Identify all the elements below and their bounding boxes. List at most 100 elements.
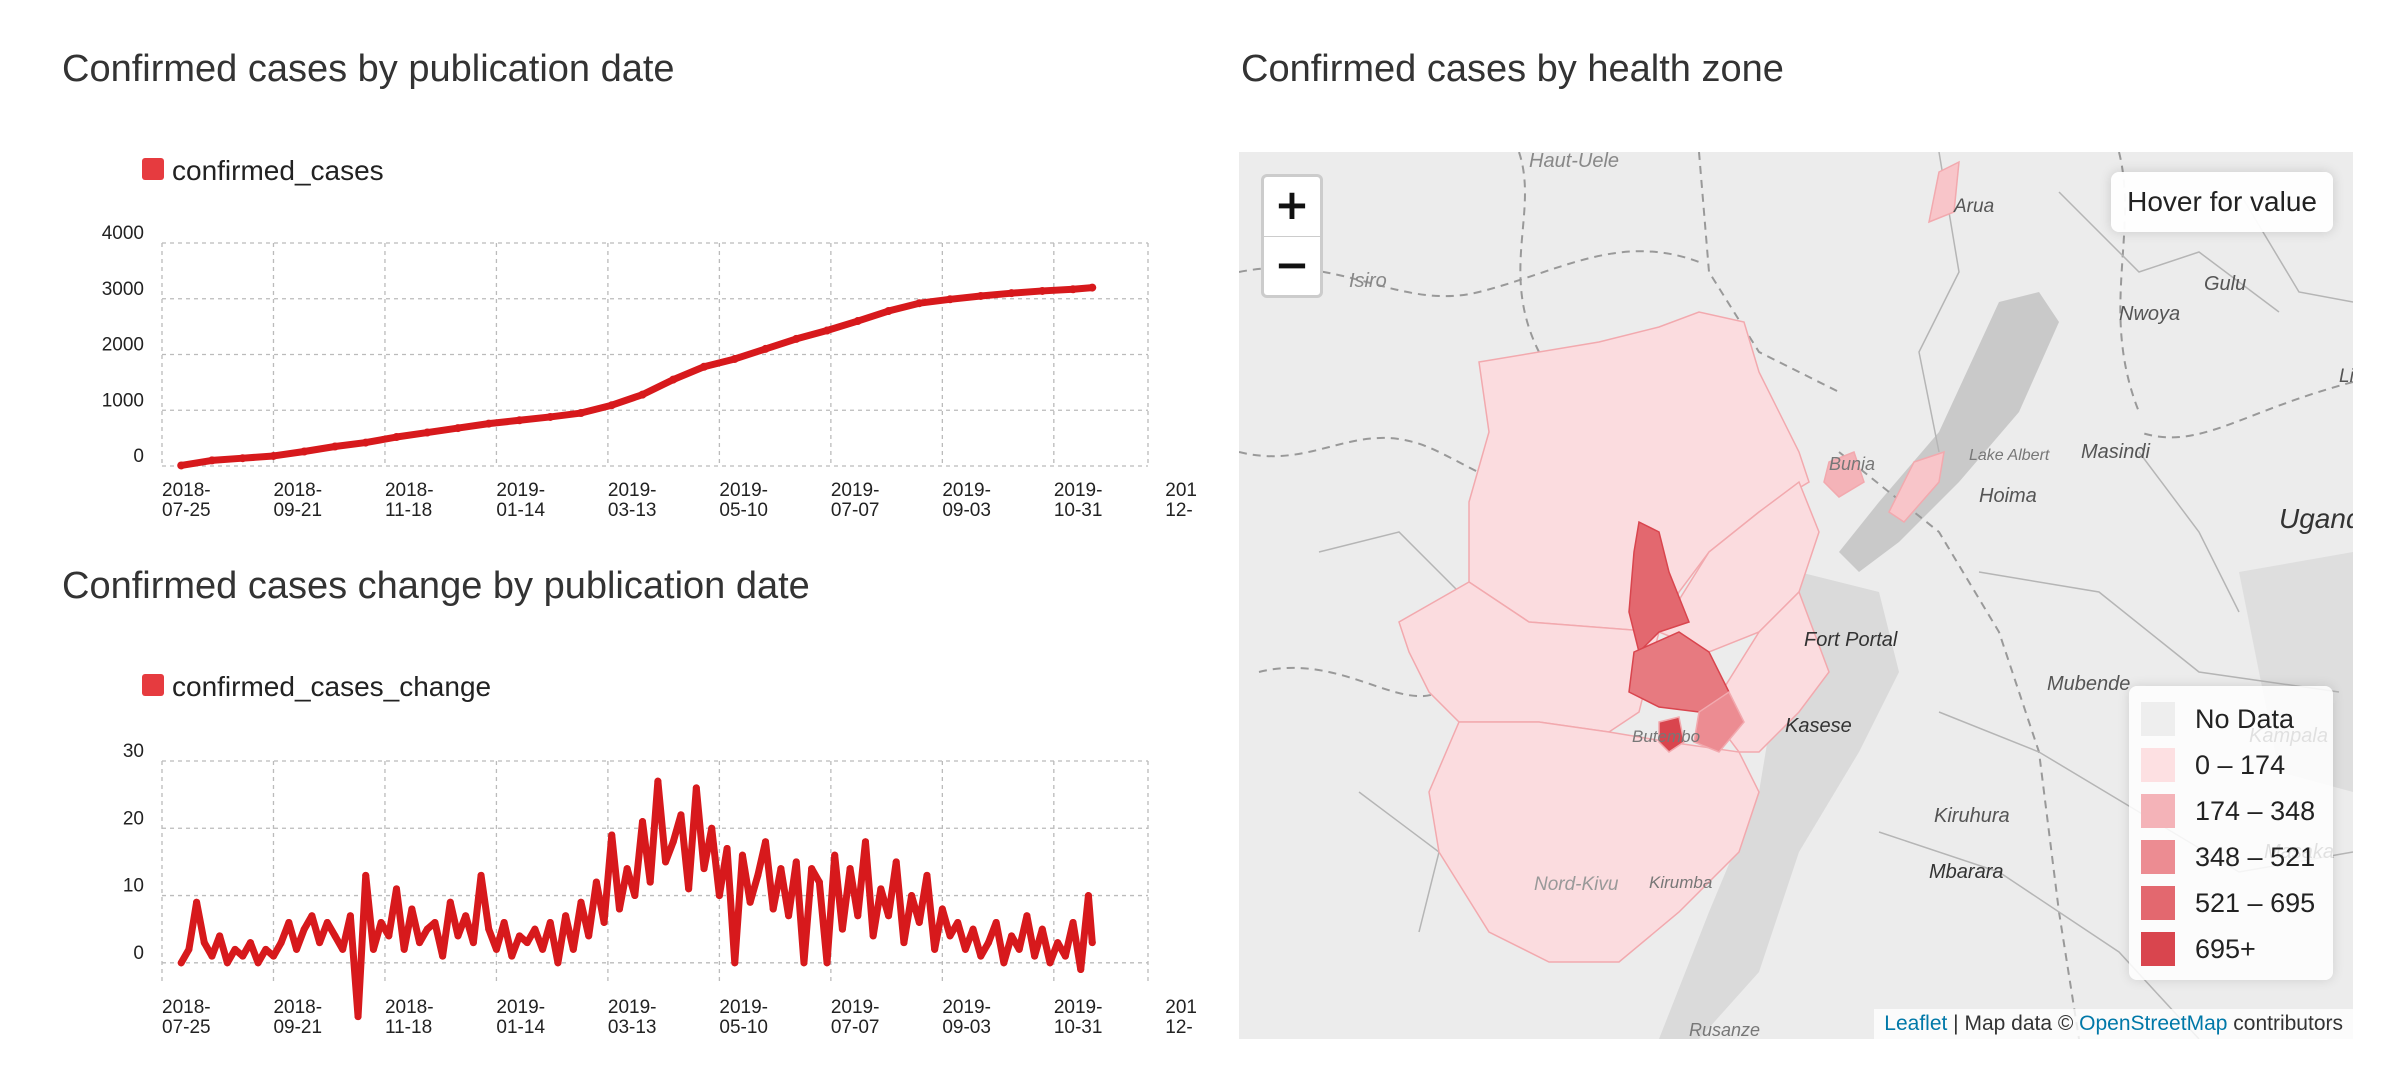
data-point [300, 447, 309, 456]
data-point [984, 939, 992, 947]
leaflet-link[interactable]: Leaflet [1884, 1012, 1948, 1035]
cases-change-chart: confirmed_cases_change 2018- 07-25 2018- 09-… [0, 656, 1200, 1056]
zoom-control: + − [1261, 174, 1323, 298]
place-label: Hoima [1979, 485, 2037, 507]
map-legend-swatch [2141, 702, 2175, 736]
data-point [607, 401, 616, 410]
y-tick-label: 2000 [102, 335, 144, 356]
data-point [492, 945, 500, 953]
zone-butembo[interactable] [1693, 690, 1745, 753]
data-point [254, 959, 262, 967]
data-point [915, 918, 923, 926]
data-point [1046, 959, 1054, 967]
data-point [316, 939, 324, 947]
data-point [623, 865, 631, 873]
data-point [323, 918, 331, 926]
map-legend-label: 348 – 521 [2195, 841, 2316, 872]
x-tick-label: 2019- [1054, 480, 1103, 501]
place-label: Mubende [2047, 673, 2130, 695]
x-tick-label: 2018- [162, 480, 211, 501]
place-label: Arua [1953, 196, 1994, 217]
data-point [608, 831, 616, 839]
zone-northeast[interactable] [1888, 450, 1945, 523]
data-point [362, 871, 370, 879]
data-point [439, 952, 447, 960]
data-point [715, 892, 723, 900]
data-point [293, 945, 301, 953]
data-point [738, 851, 746, 859]
data-point [1088, 939, 1096, 947]
health-zones[interactable] [1398, 160, 1960, 963]
data-point [331, 932, 339, 940]
data-point [339, 945, 347, 953]
place-label: Masindi [2081, 441, 2150, 463]
data-point [238, 454, 247, 463]
data-point [569, 945, 577, 953]
map-legend-item: 521 – 695 [2141, 880, 2323, 926]
data-point [884, 307, 893, 316]
x-tick-label: 12- [1165, 500, 1192, 521]
map-tiles[interactable]: Haut-Uele Arua Gulu Nwoya Lira Isiro Mas… [1239, 152, 2353, 1039]
terrain-shading [1659, 572, 1899, 1039]
data-point [992, 918, 1000, 926]
osm-link[interactable]: OpenStreetMap [2079, 1012, 2228, 1035]
zone-katwa[interactable] [1658, 716, 1685, 753]
data-point [515, 932, 523, 940]
x-tick-label: 07-25 [162, 1017, 211, 1038]
data-point [223, 959, 231, 967]
data-point [1008, 932, 1016, 940]
place-label: Gulu [2204, 273, 2246, 295]
map-legend-label: 0 – 174 [2195, 749, 2286, 780]
data-point [769, 905, 777, 913]
data-point [800, 959, 808, 967]
data-point [754, 871, 762, 879]
zoom-in-button[interactable]: + [1264, 177, 1320, 237]
health-zone-map[interactable]: Haut-Uele Arua Gulu Nwoya Lira Isiro Mas… [1239, 152, 2353, 1039]
y-tick-label: 20 [123, 808, 144, 829]
data-point [677, 811, 685, 819]
x-tick-label: 05-10 [719, 500, 768, 521]
x-tick-label: 01-14 [496, 1017, 545, 1038]
zone-arua[interactable] [1927, 160, 1960, 224]
data-point [431, 918, 439, 926]
zone-komanda[interactable] [1657, 480, 1820, 653]
data-point [346, 912, 354, 920]
x-tick-label: 03-13 [608, 500, 657, 521]
zone-bunia-small[interactable] [1823, 451, 1865, 498]
y-tick-label: 4000 [102, 223, 144, 244]
data-point [269, 451, 278, 460]
data-point [869, 932, 877, 940]
zone-mandima[interactable] [1628, 520, 1690, 654]
data-point [354, 1013, 362, 1021]
zone-south[interactable] [1428, 721, 1760, 963]
map-legend-item: No Data [2141, 696, 2323, 742]
data-point [785, 912, 793, 920]
place-label: Uganda [2279, 503, 2353, 534]
data-point [761, 344, 770, 353]
x-tick-label: 12- [1165, 1017, 1192, 1038]
x-tick-label: 2018- [273, 480, 322, 501]
data-point [669, 838, 677, 846]
data-point [954, 918, 962, 926]
y-tick-label: 0 [133, 446, 144, 467]
x-tick-label: 2018- [273, 997, 322, 1018]
data-point [669, 375, 678, 384]
x-tick-label: 10-31 [1054, 1017, 1103, 1038]
data-point [185, 945, 193, 953]
x-tick-label: 2018- [162, 997, 211, 1018]
x-tick-label: 201 [1165, 997, 1197, 1018]
data-point [946, 932, 954, 940]
legend-swatch [142, 158, 164, 180]
data-point [277, 939, 285, 947]
map-legend-item: 348 – 521 [2141, 834, 2323, 880]
map-legend-label: 521 – 695 [2195, 887, 2316, 918]
data-point [900, 939, 908, 947]
data-point [631, 892, 639, 900]
data-point [592, 878, 600, 886]
place-label: Haut-Uele [1529, 152, 1619, 172]
zoom-out-button[interactable]: − [1274, 240, 1310, 289]
place-label: Isiro [1349, 270, 1387, 292]
data-point [1069, 918, 1077, 926]
x-tick-label: 2018- [385, 480, 434, 501]
attribution-text: | Map data © [1947, 1012, 2080, 1035]
